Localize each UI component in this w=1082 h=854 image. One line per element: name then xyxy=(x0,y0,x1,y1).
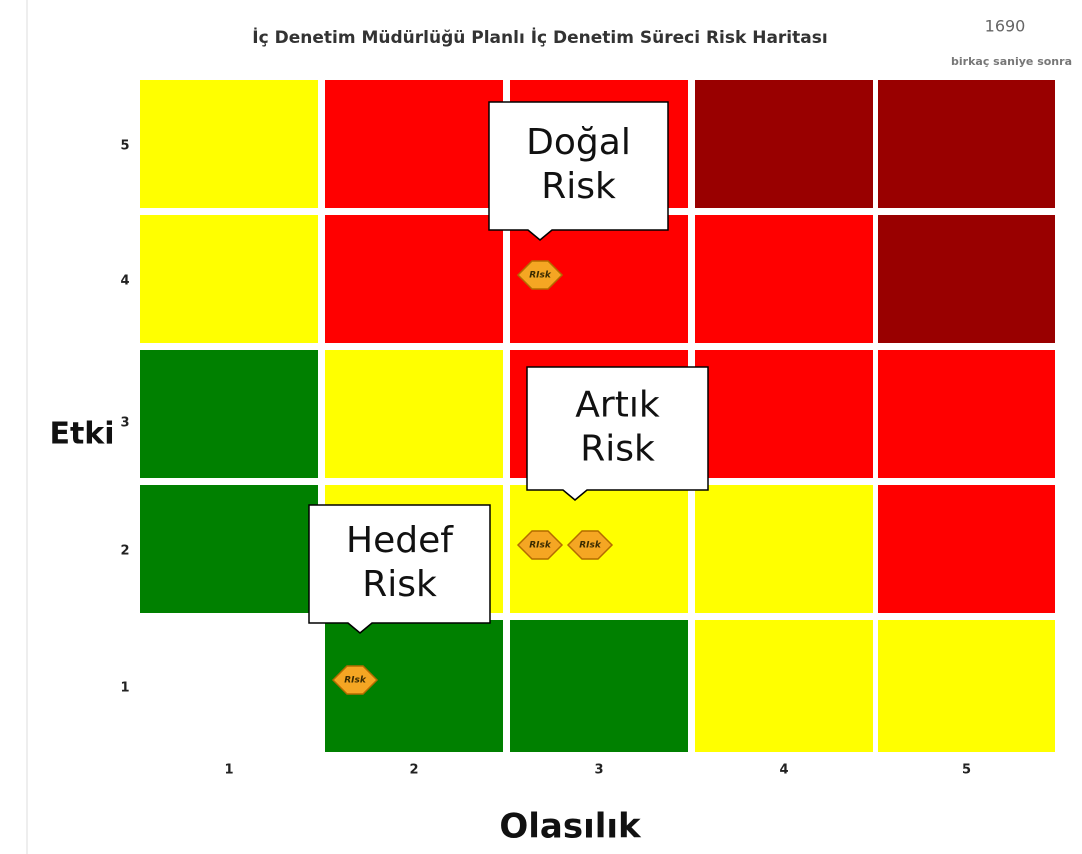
x-tick-label: 4 xyxy=(779,763,788,778)
callout-text: Risk xyxy=(541,166,616,207)
x-axis-title: Olasılık xyxy=(499,807,642,847)
y-axis-title: Etki xyxy=(49,417,114,452)
y-tick-label: 4 xyxy=(120,274,129,289)
risk-icon: RIsk xyxy=(566,530,614,560)
risk-icon: RIsk xyxy=(516,530,564,560)
callout-text: Artık xyxy=(575,385,660,426)
risk-cell xyxy=(140,485,318,613)
risk-icon: RIsk xyxy=(331,665,379,695)
risk-cell xyxy=(878,80,1055,208)
risk-icon: RIsk xyxy=(516,260,564,290)
risk-cell xyxy=(695,80,873,208)
count: 1690 xyxy=(985,17,1026,36)
risk-cell xyxy=(140,80,318,208)
risk-cell xyxy=(695,215,873,343)
risk-icon-shape xyxy=(566,530,614,560)
risk-icon-shape xyxy=(516,530,564,560)
risk-cell xyxy=(325,215,503,343)
risk-cell xyxy=(140,620,318,752)
risk-icon-label: RIsk xyxy=(579,541,602,551)
callout-box xyxy=(488,101,669,241)
risk-icon-shape xyxy=(331,665,379,695)
y-tick-label: 1 xyxy=(120,681,129,696)
callout-text: Risk xyxy=(362,564,437,605)
risk-cell xyxy=(325,350,503,478)
x-tick-label: 5 xyxy=(962,763,971,778)
y-tick-label: 5 xyxy=(120,139,129,154)
y-tick-label: 2 xyxy=(120,544,129,559)
callout-box xyxy=(308,504,491,634)
risk-cell xyxy=(878,620,1055,752)
time: birkaç saniye sonra xyxy=(951,55,1072,68)
x-tick-label: 2 xyxy=(409,763,418,778)
risk-cell xyxy=(140,350,318,478)
y-tick-label: 3 xyxy=(120,416,129,431)
risk-icon-label: RIsk xyxy=(344,676,367,686)
title: İç Denetim Müdürlüğü Planlı İç Denetim S… xyxy=(252,26,827,48)
callout-box xyxy=(526,366,709,501)
risk-cell xyxy=(695,350,873,478)
risk-icon-label: RIsk xyxy=(529,541,552,551)
risk-cell xyxy=(510,620,688,752)
risk-cell xyxy=(140,215,318,343)
risk-icon-label: RIsk xyxy=(529,271,552,281)
callout-text: Doğal xyxy=(526,122,631,163)
risk-cell xyxy=(878,350,1055,478)
risk-cell xyxy=(878,485,1055,613)
risk-icon-shape xyxy=(516,260,564,290)
risk-cell xyxy=(695,485,873,613)
callout-text: Hedef xyxy=(346,520,454,561)
risk-cell xyxy=(695,620,873,752)
risk-cell xyxy=(325,80,503,208)
risk-cell xyxy=(878,215,1055,343)
x-tick-label: 3 xyxy=(594,763,603,778)
callout-text: Risk xyxy=(580,429,655,470)
x-tick-label: 1 xyxy=(224,763,233,778)
